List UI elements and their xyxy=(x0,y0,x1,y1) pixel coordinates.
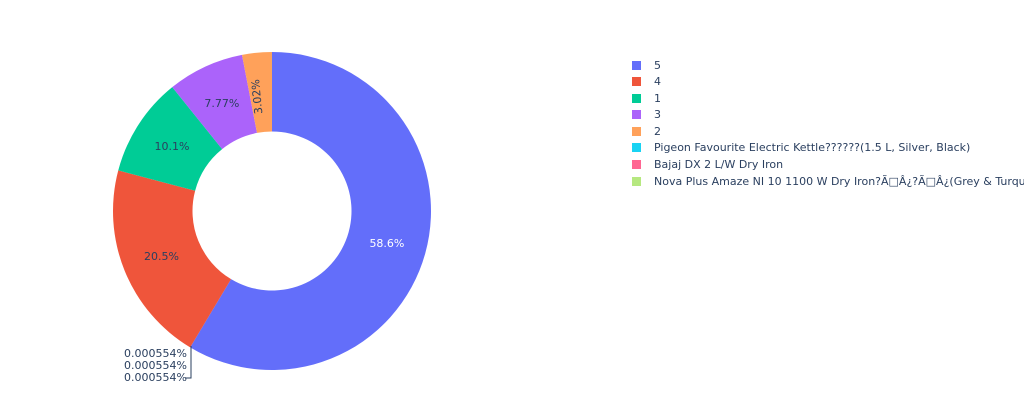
legend-item-3[interactable]: 3 xyxy=(632,107,1024,123)
legend-swatch xyxy=(632,93,641,103)
slice-2[interactable] xyxy=(241,52,272,133)
legend-swatch xyxy=(632,126,641,136)
legend-label: Bajaj DX 2 L/W Dry Iron xyxy=(654,158,784,172)
outside-percent-label: 0.000554% xyxy=(124,359,187,372)
labels-group: 58.6%20.5%10.1%7.77% 3.02%0.000554%0.0005… xyxy=(124,79,404,384)
slice-3[interactable] xyxy=(172,54,257,150)
legend-label: 5 xyxy=(654,58,661,72)
legend-item-nova-iron[interactable]: Nova Plus Amaze NI 10 1100 W Dry Iron?Ã□… xyxy=(632,173,1024,189)
legend-label: Nova Plus Amaze NI 10 1100 W Dry Iron?Ã□… xyxy=(654,174,1024,188)
slices-group xyxy=(112,52,431,370)
slice-4[interactable] xyxy=(112,170,232,348)
legend-label: 1 xyxy=(654,91,661,105)
legend-swatch xyxy=(632,60,641,70)
legend-swatch xyxy=(632,143,641,153)
legend-swatch xyxy=(632,176,641,186)
outside-percent-label: 0.000554% xyxy=(124,347,187,360)
legend-label: 4 xyxy=(654,75,661,89)
legend-label: 2 xyxy=(654,124,661,138)
legend-item-5[interactable]: 5 xyxy=(632,57,1024,73)
legend-item-kettle[interactable]: Pigeon Favourite Electric Kettle??????(1… xyxy=(632,140,1024,156)
outside-percent-label: 0.000554% xyxy=(124,371,187,384)
legend-item-bajaj-iron[interactable]: Bajaj DX 2 L/W Dry Iron xyxy=(632,157,1024,173)
slice-percent-label: 10.1% xyxy=(154,140,189,153)
leader-line xyxy=(185,346,192,379)
slice-percent-label: 3.02% xyxy=(249,79,265,115)
slice-1[interactable] xyxy=(118,87,223,191)
legend-label: 3 xyxy=(654,108,661,122)
legend-swatch xyxy=(632,110,641,120)
legend-swatch xyxy=(632,77,641,87)
legend-label: Pigeon Favourite Electric Kettle??????(1… xyxy=(654,141,971,155)
slice-5[interactable] xyxy=(190,52,431,370)
legend-item-2[interactable]: 2 xyxy=(632,123,1024,139)
slice-percent-label: 58.6% xyxy=(369,237,404,250)
legend-item-1[interactable]: 1 xyxy=(632,90,1024,106)
legend-item-4[interactable]: 4 xyxy=(632,74,1024,90)
slice-percent-label: 7.77% xyxy=(204,97,239,110)
slice-percent-label: 20.5% xyxy=(144,250,179,263)
legend-swatch xyxy=(632,160,641,170)
legend: 5 4 1 3 2 Pigeon Favourite Electric Kett… xyxy=(632,57,1024,190)
